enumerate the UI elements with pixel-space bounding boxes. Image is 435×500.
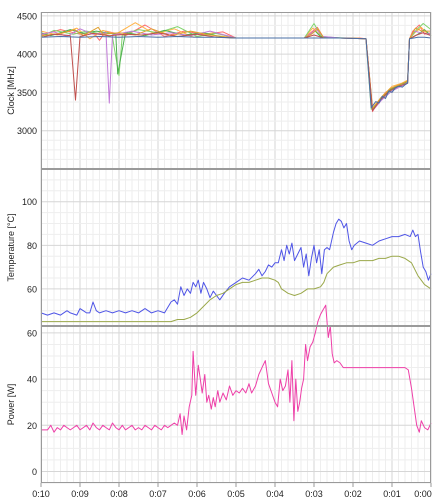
y-tick-label: 4000 xyxy=(17,50,37,60)
x-tick-label: 0:02 xyxy=(344,489,362,499)
tick-label-layer: 3000 3500 4000 4500 Clock [MHz] 60 80 100 Temper… xyxy=(6,11,432,499)
series-line-2-2 xyxy=(41,255,432,323)
series-line-3-1 xyxy=(41,304,432,435)
y-tick-label: 4500 xyxy=(17,11,37,21)
panel-frame xyxy=(41,169,431,326)
x-tick-label: 0:09 xyxy=(71,489,89,499)
y-tick-label: 3000 xyxy=(17,126,37,136)
frame-layer xyxy=(40,12,432,487)
panel-frame xyxy=(41,326,431,483)
y-tick-label: 100 xyxy=(22,197,37,207)
y-axis-label: Clock [MHz] xyxy=(6,66,16,115)
y-axis-label: Power [W] xyxy=(6,384,16,426)
y-tick-label: 80 xyxy=(27,241,37,251)
series-line-1-8 xyxy=(40,36,432,109)
x-tick-label: 0:04 xyxy=(266,489,284,499)
panel-frame xyxy=(41,12,431,169)
x-tick-label: 0:01 xyxy=(383,489,401,499)
series-line-2-1 xyxy=(40,218,432,316)
y-tick-label: 60 xyxy=(27,328,37,338)
x-tick-label: 0:08 xyxy=(110,489,128,499)
y-tick-label: 60 xyxy=(27,284,37,294)
y-axis-label: Temperature [°C] xyxy=(6,213,16,281)
x-tick-label: 0:03 xyxy=(305,489,323,499)
y-tick-label: 3500 xyxy=(17,88,37,98)
x-tick-label: 0:07 xyxy=(149,489,167,499)
x-tick-label: 0:10 xyxy=(32,489,50,499)
y-tick-label: 40 xyxy=(27,375,37,385)
x-tick-label: 0:06 xyxy=(188,489,206,499)
x-tick-label: 0:00 xyxy=(414,489,432,499)
grid-layer xyxy=(40,12,432,484)
x-tick-label: 0:05 xyxy=(227,489,245,499)
y-tick-label: 0 xyxy=(32,467,37,477)
series-layer xyxy=(40,22,432,435)
y-tick-label: 20 xyxy=(27,421,37,431)
